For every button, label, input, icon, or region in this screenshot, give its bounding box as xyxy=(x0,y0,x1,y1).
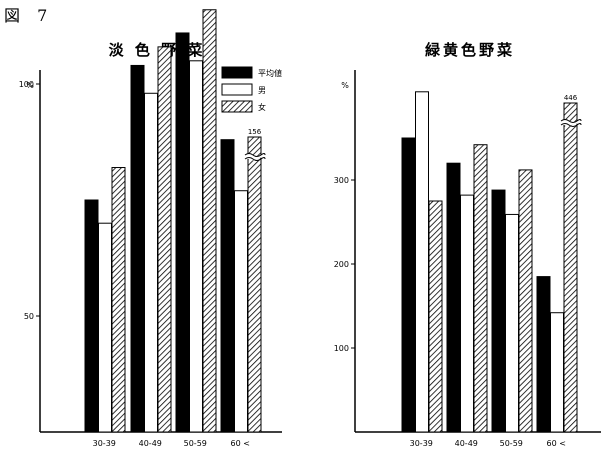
chart1-bar-female xyxy=(202,9,217,433)
chart1-bar-avg xyxy=(84,199,99,433)
chart2-bar-male xyxy=(550,312,564,433)
chart1-unit-label: % xyxy=(26,81,34,90)
chart1-bar-avg xyxy=(220,139,235,433)
legend-label-female: 女 xyxy=(258,102,266,112)
figure-label: 図 7 xyxy=(4,6,54,25)
chart2-bar-female xyxy=(563,102,578,433)
chart2-category-label: 50-59 xyxy=(500,439,523,448)
legend-swatch-male xyxy=(221,83,253,96)
chart2-bar-female xyxy=(518,169,533,433)
chart2-bar-male xyxy=(505,213,519,433)
chart2-axis-break-line xyxy=(560,123,582,127)
chart1-title: 淡 色 野 菜 xyxy=(109,41,206,59)
chart2-y-tick-label: 100 xyxy=(334,344,349,353)
chart2-bar-female xyxy=(473,144,488,433)
chart2-category-label: 60 < xyxy=(547,439,566,448)
chart1-axis-break-line xyxy=(244,153,266,157)
chart2-bar-male xyxy=(415,91,429,433)
chart1-y-tick-label: 100 xyxy=(19,80,34,89)
chart2-bar-female xyxy=(428,200,443,433)
chart1-bar-avg xyxy=(175,32,190,433)
chart1-bar-male xyxy=(144,92,158,433)
chart2-y-tick-label: 300 xyxy=(334,176,349,185)
legend-label-avg: 平均値 xyxy=(258,68,282,78)
chart2-axis-break-gap xyxy=(561,119,581,127)
chart1-category-label: 60 < xyxy=(231,439,250,448)
chart2-bar-avg xyxy=(446,162,461,433)
chart2-bar-avg xyxy=(536,276,551,433)
chart1-category-label: 30-39 xyxy=(93,439,116,448)
chart1-bar-male xyxy=(98,222,112,433)
chart2-unit-label: % xyxy=(341,81,349,90)
chart2-y-tick-label: 200 xyxy=(334,260,349,269)
chart1-bar-male xyxy=(234,190,248,433)
chart2-category-label: 30-39 xyxy=(410,439,433,448)
chart2-bar-male xyxy=(460,194,474,433)
chart1-axis-break-line xyxy=(244,157,266,161)
legend-swatch-female xyxy=(221,100,253,113)
chart1-category-label: 40-49 xyxy=(139,439,162,448)
chart1-bar-female xyxy=(111,167,126,433)
chart1-category-label: 50-59 xyxy=(184,439,207,448)
chart2-title: 緑黄色野菜 xyxy=(425,41,515,59)
chart2-category-label: 40-49 xyxy=(455,439,478,448)
chart2-axis-break-line xyxy=(560,119,582,123)
chart2-bar-avg xyxy=(491,189,506,433)
chart1-y-tick-label: 50 xyxy=(24,312,34,321)
chart1-axis-break-gap xyxy=(245,153,265,161)
chart1-bar-female xyxy=(247,136,262,433)
chart2-data-label: 446 xyxy=(564,94,578,102)
legend-swatch-avg xyxy=(221,66,253,79)
legend-label-male: 男 xyxy=(258,86,266,95)
chart1-data-label: 156 xyxy=(248,128,262,136)
chart1-bar-avg xyxy=(130,64,145,433)
chart1-bar-male xyxy=(189,60,203,433)
chart2-bar-avg xyxy=(401,137,416,433)
chart1-bar-female xyxy=(157,46,172,433)
